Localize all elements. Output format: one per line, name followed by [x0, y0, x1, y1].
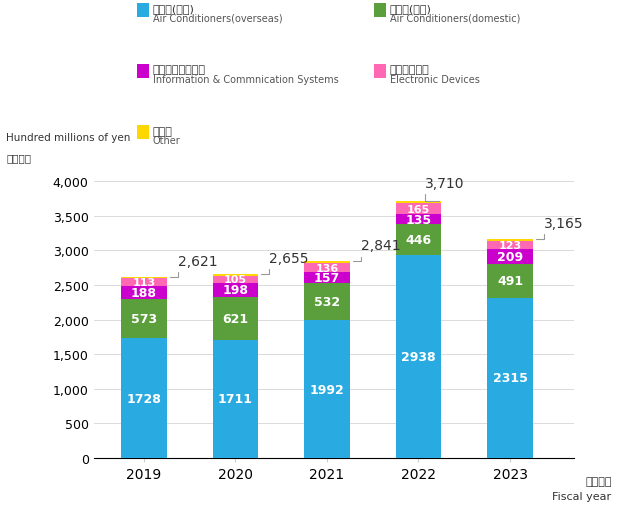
- Text: 空調機(国内): 空調機(国内): [390, 4, 432, 14]
- Text: その他: その他: [153, 126, 173, 136]
- Text: 209: 209: [497, 250, 523, 264]
- Bar: [487, 250, 533, 264]
- Text: 188: 188: [131, 286, 157, 299]
- Bar: [304, 264, 350, 273]
- Text: 2,841: 2,841: [361, 239, 401, 253]
- Text: 573: 573: [131, 313, 157, 325]
- Bar: [304, 273, 350, 284]
- Text: 1711: 1711: [218, 392, 253, 406]
- Text: 2315: 2315: [492, 372, 527, 385]
- Bar: [121, 277, 167, 278]
- Bar: [487, 241, 533, 250]
- Text: 2,655: 2,655: [270, 252, 309, 266]
- Bar: [396, 204, 441, 215]
- Bar: [121, 299, 167, 338]
- Text: 1728: 1728: [127, 392, 162, 405]
- Bar: [304, 321, 350, 458]
- Bar: [121, 286, 167, 299]
- Text: 2,621: 2,621: [178, 254, 217, 268]
- Text: 123: 123: [499, 241, 522, 250]
- Text: 113: 113: [132, 277, 155, 287]
- Bar: [396, 215, 441, 224]
- Text: Information & Commnication Systems: Information & Commnication Systems: [153, 74, 339, 84]
- Text: 446: 446: [406, 233, 432, 246]
- Bar: [396, 255, 441, 458]
- Text: 491: 491: [497, 275, 523, 288]
- Text: 532: 532: [314, 296, 340, 308]
- Text: 198: 198: [223, 284, 248, 297]
- Bar: [213, 340, 258, 458]
- Text: （億円）: （億円）: [6, 153, 31, 163]
- Bar: [213, 275, 258, 276]
- Text: Electronic Devices: Electronic Devices: [390, 74, 480, 84]
- Bar: [121, 278, 167, 286]
- Text: 1992: 1992: [310, 383, 344, 396]
- Bar: [396, 202, 441, 204]
- Bar: [304, 262, 350, 264]
- Bar: [213, 276, 258, 284]
- Bar: [396, 224, 441, 255]
- Text: 165: 165: [407, 204, 430, 214]
- Text: 3,710: 3,710: [425, 177, 464, 191]
- Text: Fiscal year: Fiscal year: [552, 491, 612, 501]
- Bar: [213, 297, 258, 340]
- Text: 621: 621: [222, 312, 248, 325]
- Text: 電子デバイス: 電子デバイス: [390, 65, 430, 75]
- Text: Other: Other: [153, 135, 180, 146]
- Bar: [487, 264, 533, 298]
- Text: 3,165: 3,165: [544, 216, 583, 231]
- Text: 157: 157: [314, 272, 340, 285]
- Text: （年度）: （年度）: [585, 476, 612, 486]
- Bar: [304, 284, 350, 321]
- Text: Hundred millions of yen: Hundred millions of yen: [6, 132, 130, 143]
- Text: Air Conditioners(domestic): Air Conditioners(domestic): [390, 13, 520, 23]
- Text: 135: 135: [406, 213, 432, 226]
- Bar: [487, 298, 533, 458]
- Text: 情報通信システム: 情報通信システム: [153, 65, 206, 75]
- Text: Air Conditioners(overseas): Air Conditioners(overseas): [153, 13, 283, 23]
- Text: 空調機(海外): 空調機(海外): [153, 4, 195, 14]
- Bar: [121, 338, 167, 458]
- Text: 136: 136: [315, 263, 339, 273]
- Bar: [213, 284, 258, 297]
- Bar: [487, 239, 533, 241]
- Text: 105: 105: [224, 275, 247, 285]
- Text: 2938: 2938: [401, 350, 436, 363]
